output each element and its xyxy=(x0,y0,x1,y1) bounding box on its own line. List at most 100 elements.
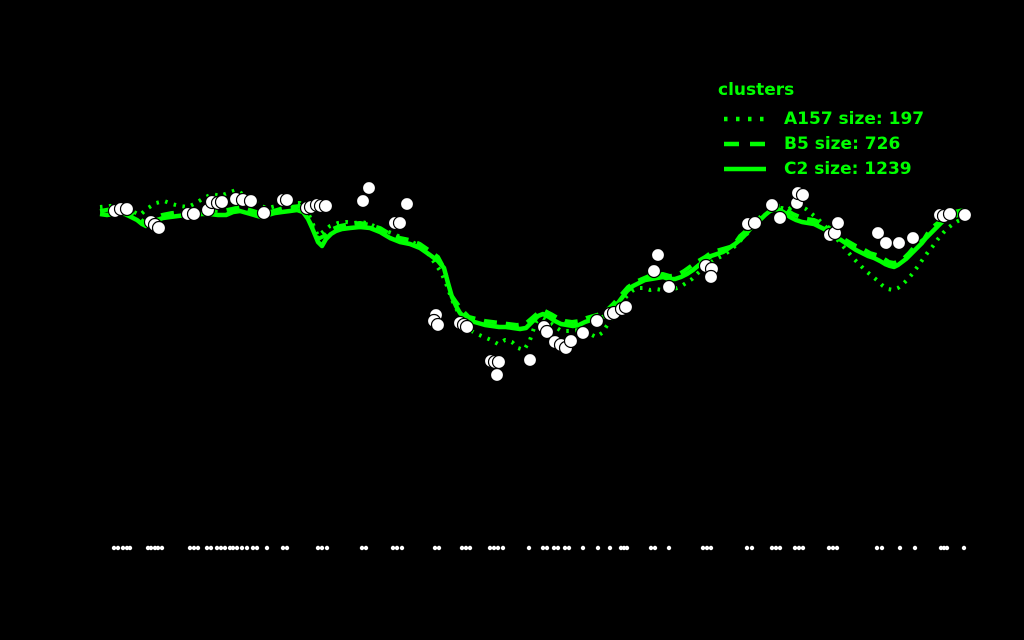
scatter-point xyxy=(256,205,272,221)
scatter-point xyxy=(891,235,907,251)
rug-point xyxy=(526,545,532,551)
scatter-point xyxy=(618,299,634,315)
rug-point xyxy=(195,545,201,551)
rug-point xyxy=(239,545,245,551)
rug-point xyxy=(652,545,658,551)
rug-point xyxy=(214,545,220,551)
rug-strip xyxy=(111,545,967,551)
scatter-point xyxy=(563,333,579,349)
rug-point xyxy=(264,545,270,551)
rug-point xyxy=(566,545,572,551)
scatter-point xyxy=(243,193,259,209)
rug-point xyxy=(204,545,210,551)
rug-point xyxy=(648,545,654,551)
rug-point xyxy=(319,545,325,551)
rug-point xyxy=(562,545,568,551)
rug-point xyxy=(208,545,214,551)
rug-point xyxy=(390,545,396,551)
rug-point xyxy=(544,545,550,551)
rug-point xyxy=(280,545,286,551)
rug-point xyxy=(120,545,126,551)
legend-item-c2: C2 size: 1239 xyxy=(714,156,924,181)
rug-point xyxy=(551,545,557,551)
scatter-point xyxy=(772,210,788,226)
rug-point xyxy=(111,545,117,551)
rug-point xyxy=(800,545,806,551)
scatter-point xyxy=(830,215,846,231)
scatter-point xyxy=(186,206,202,222)
rug-point xyxy=(394,545,400,551)
dotted-line-sample xyxy=(724,116,766,121)
rug-point xyxy=(127,545,133,551)
rug-point xyxy=(155,545,161,551)
rug-point xyxy=(897,545,903,551)
rug-point xyxy=(792,545,798,551)
rug-point xyxy=(944,545,950,551)
rug-point xyxy=(191,545,197,551)
rug-point xyxy=(218,545,224,551)
scatter-point xyxy=(703,269,719,285)
scatter-point xyxy=(151,220,167,236)
scatter-point xyxy=(942,206,958,222)
rug-point xyxy=(432,545,438,551)
rug-point xyxy=(115,545,121,551)
rug-point xyxy=(624,545,630,551)
rug-point xyxy=(607,545,613,551)
rug-point xyxy=(540,545,546,551)
rug-point xyxy=(250,545,256,551)
rug-point xyxy=(744,545,750,551)
scatter-point xyxy=(522,352,538,368)
scatter-point xyxy=(491,354,507,370)
scatter-point xyxy=(318,198,334,214)
scatter-point xyxy=(214,194,230,210)
scatter-point xyxy=(650,247,666,263)
rug-point xyxy=(769,545,775,551)
rug-point xyxy=(315,545,321,551)
rug-point xyxy=(222,545,228,551)
legend-title: clusters xyxy=(718,80,795,100)
scatter-point xyxy=(575,325,591,341)
scatter-point xyxy=(957,207,973,223)
legend-item-b5: B5 size: 726 xyxy=(714,131,924,156)
scatter-points xyxy=(107,180,973,383)
rug-point xyxy=(359,545,365,551)
scatter-point xyxy=(459,319,475,335)
rug-point xyxy=(826,545,832,551)
scatter-point xyxy=(119,201,135,217)
rug-point xyxy=(580,545,586,551)
legend-item-a157: A157 size: 197 xyxy=(714,106,924,131)
legend-label-a157: A157 size: 197 xyxy=(784,108,925,129)
rug-point xyxy=(363,545,369,551)
rug-point xyxy=(830,545,836,551)
rug-point xyxy=(324,545,330,551)
rug-point xyxy=(230,545,236,551)
rug-point xyxy=(500,545,506,551)
legend-label-b5: B5 size: 726 xyxy=(784,133,901,154)
scatter-point xyxy=(539,324,555,340)
rug-point xyxy=(399,545,405,551)
scatter-point xyxy=(747,215,763,231)
rug-point xyxy=(459,545,465,551)
rug-point xyxy=(704,545,710,551)
scatter-point xyxy=(430,317,446,333)
solid-line-sample xyxy=(724,166,766,171)
rug-point xyxy=(666,545,672,551)
rug-point xyxy=(595,545,601,551)
rug-point xyxy=(254,545,260,551)
rug-point xyxy=(700,545,706,551)
rug-point xyxy=(773,545,779,551)
legend-label-c2: C2 size: 1239 xyxy=(784,158,912,179)
rug-point xyxy=(234,545,240,551)
rug-point xyxy=(708,545,714,551)
rug-point xyxy=(555,545,561,551)
legend: clusters A157 size: 197 B5 size: 726 C2 … xyxy=(714,80,924,181)
scatter-point xyxy=(361,180,377,196)
rug-point xyxy=(912,545,918,551)
rug-point xyxy=(834,545,840,551)
dashed-line-sample xyxy=(724,141,766,146)
rug-point xyxy=(467,545,473,551)
scatter-point xyxy=(878,235,894,251)
scatter-point xyxy=(489,367,505,383)
